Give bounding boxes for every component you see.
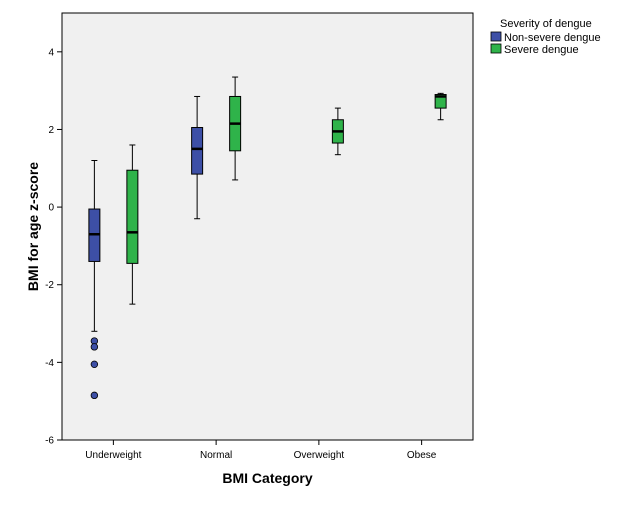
box-iqr [191, 127, 204, 175]
x-axis-title: BMI Category [222, 470, 312, 486]
y-tick-label: 0 [48, 203, 54, 214]
x-axis: Underweight Normal Overweight Obese [85, 440, 437, 461]
box-series [88, 76, 447, 400]
x-tick-label: Underweight [85, 450, 141, 461]
outlier-point [90, 360, 99, 369]
y-axis-title: BMI for age z-score [25, 162, 41, 291]
legend-label: Severe dengue [504, 44, 579, 56]
y-axis: 4 2 0 -2 -4 -6 [45, 47, 62, 447]
box [434, 92, 447, 121]
box-iqr [126, 169, 139, 264]
legend-title: Severity of dengue [500, 18, 592, 30]
y-tick-label: -6 [45, 436, 54, 447]
y-tick-label: 4 [48, 47, 54, 58]
y-tick-label: 2 [48, 125, 54, 136]
x-tick-label: Overweight [294, 450, 345, 461]
x-tick-label: Normal [200, 450, 232, 461]
box [331, 107, 344, 156]
legend-swatch [490, 43, 502, 54]
outlier-point [90, 343, 99, 351]
plot-area [61, 12, 474, 441]
legend-swatch [490, 31, 502, 42]
legend: Severity of dengue Non-severe dengueSeve… [490, 18, 601, 56]
box [88, 160, 101, 400]
legend-label: Non-severe dengue [504, 32, 601, 44]
y-tick-label: -2 [45, 280, 54, 291]
box [191, 95, 204, 220]
x-tick-label: Obese [407, 450, 437, 461]
box [126, 144, 139, 305]
box [229, 76, 242, 181]
y-tick-label: -4 [45, 358, 54, 369]
box-iqr [434, 94, 447, 109]
outlier-point [90, 391, 99, 400]
